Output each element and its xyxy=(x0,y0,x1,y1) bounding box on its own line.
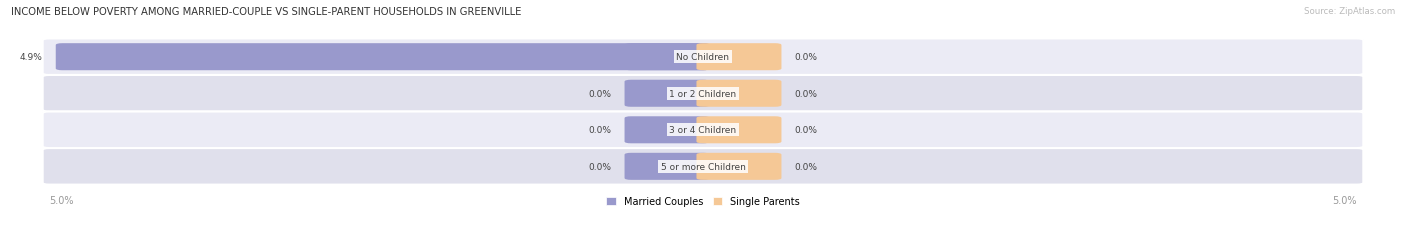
Text: 0.0%: 0.0% xyxy=(589,89,612,98)
Text: 0.0%: 0.0% xyxy=(589,162,612,171)
Text: 1 or 2 Children: 1 or 2 Children xyxy=(669,89,737,98)
FancyBboxPatch shape xyxy=(696,44,782,71)
Text: Source: ZipAtlas.com: Source: ZipAtlas.com xyxy=(1303,7,1395,16)
FancyBboxPatch shape xyxy=(696,80,782,107)
FancyBboxPatch shape xyxy=(42,149,1364,185)
FancyBboxPatch shape xyxy=(42,76,1364,112)
FancyBboxPatch shape xyxy=(624,80,710,107)
Text: 0.0%: 0.0% xyxy=(794,89,817,98)
Text: 0.0%: 0.0% xyxy=(794,162,817,171)
Text: INCOME BELOW POVERTY AMONG MARRIED-COUPLE VS SINGLE-PARENT HOUSEHOLDS IN GREENVI: INCOME BELOW POVERTY AMONG MARRIED-COUPL… xyxy=(11,7,522,17)
Text: 5.0%: 5.0% xyxy=(1333,195,1357,205)
FancyBboxPatch shape xyxy=(624,44,710,71)
FancyBboxPatch shape xyxy=(624,153,710,180)
Text: 5 or more Children: 5 or more Children xyxy=(661,162,745,171)
Text: 5.0%: 5.0% xyxy=(49,195,73,205)
Text: 3 or 4 Children: 3 or 4 Children xyxy=(669,126,737,135)
FancyBboxPatch shape xyxy=(56,44,710,71)
FancyBboxPatch shape xyxy=(42,39,1364,76)
Text: 4.9%: 4.9% xyxy=(20,53,42,62)
Text: No Children: No Children xyxy=(676,53,730,62)
FancyBboxPatch shape xyxy=(42,112,1364,149)
Text: 0.0%: 0.0% xyxy=(794,53,817,62)
Text: 0.0%: 0.0% xyxy=(794,126,817,135)
Legend: Married Couples, Single Parents: Married Couples, Single Parents xyxy=(602,192,804,210)
FancyBboxPatch shape xyxy=(696,153,782,180)
Text: 0.0%: 0.0% xyxy=(589,126,612,135)
FancyBboxPatch shape xyxy=(696,117,782,144)
FancyBboxPatch shape xyxy=(624,117,710,144)
